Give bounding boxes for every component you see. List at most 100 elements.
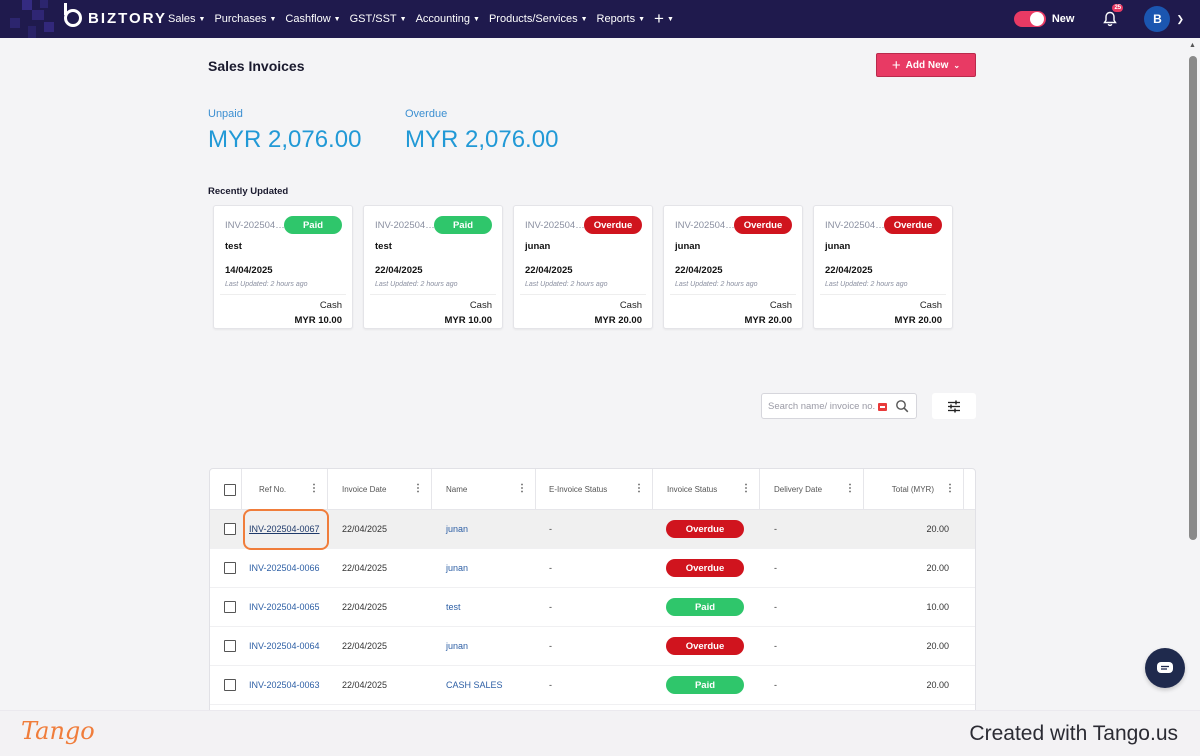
customer-link[interactable]: junan (446, 563, 469, 573)
card-ref: INV-202504-0065 (375, 220, 437, 231)
plus-icon: + (891, 56, 901, 74)
card-updated: Last Updated: 2 hours ago (375, 281, 458, 288)
column-menu-icon[interactable]: ⋮ (517, 483, 527, 494)
menu-sales[interactable]: Sales ▼ (168, 13, 205, 25)
overdue-label: Overdue (405, 108, 448, 120)
notifications-button[interactable]: 25 (1102, 4, 1124, 27)
menu-reports[interactable]: Reports ▼ (597, 13, 645, 25)
chat-icon (1157, 662, 1173, 673)
brand-logo[interactable]: BIZTORY (64, 3, 167, 27)
column-header-delivery-date[interactable]: Delivery Date ⋮ (760, 469, 864, 510)
column-header-invoice-status[interactable]: Invoice Status ⋮ (653, 469, 760, 510)
ref-link[interactable]: INV-202504-0063 (249, 680, 320, 690)
card-customer: junan (825, 241, 851, 252)
ref-link[interactable]: INV-202504-0066 (249, 563, 320, 573)
status-badge: Overdue (666, 520, 744, 538)
menu-label: Accounting (415, 13, 471, 25)
avatar[interactable]: B (1144, 6, 1171, 32)
search-icon[interactable] (895, 399, 909, 413)
search-input[interactable] (768, 399, 878, 414)
invoice-date: 22/04/2025 (342, 602, 388, 612)
table-row[interactable]: INV-202504-0066 22/04/2025 junan - Overd… (210, 549, 975, 588)
chevron-down-icon: ▼ (580, 15, 588, 23)
column-header-invoice-date[interactable]: Invoice Date ⋮ (328, 469, 432, 510)
customer-link[interactable]: junan (446, 641, 469, 651)
customer-link[interactable]: junan (446, 524, 469, 534)
scrollbar-thumb[interactable] (1189, 56, 1197, 540)
ref-link[interactable]: INV-202504-0065 (249, 602, 320, 612)
row-checkbox[interactable] (224, 679, 236, 691)
table-row[interactable]: INV-202504-0065 22/04/2025 test - Paid -… (210, 588, 975, 627)
table-row[interactable]: INV-202504-0067 22/04/2025 junan - Overd… (210, 509, 975, 550)
column-header-total[interactable]: Total (MYR) ⋮ (864, 469, 964, 510)
recent-invoice-card[interactable]: INV-202504-0067 Overdue junan 22/04/2025… (513, 205, 653, 329)
row-checkbox[interactable] (224, 523, 236, 535)
unpaid-value: MYR 2,076.00 (208, 126, 362, 153)
menu-products-services[interactable]: Products/Services ▼ (489, 13, 588, 25)
customer-link[interactable]: test (446, 602, 461, 612)
menu-quick-add[interactable]: + ▼ (654, 9, 674, 29)
clear-icon[interactable] (878, 403, 887, 411)
delivery-date: - (774, 641, 777, 651)
recent-invoice-card[interactable]: INV-202504-0065 Paid test 14/04/2025 Las… (213, 205, 353, 329)
column-header-name[interactable]: Name ⋮ (432, 469, 536, 510)
chat-support-button[interactable] (1145, 648, 1185, 688)
column-header-einvoice-status[interactable]: E-Invoice Status ⋮ (536, 469, 653, 510)
column-label: Name (446, 485, 468, 494)
chevron-down-icon: ▼ (473, 15, 480, 23)
menu-cashflow[interactable]: Cashflow ▼ (285, 13, 340, 25)
menu-gst-sst[interactable]: GST/SST ▼ (350, 13, 407, 25)
menu-label: Products/Services (488, 13, 578, 25)
delivery-date: - (774, 602, 777, 612)
customer-link[interactable]: CASH SALES (446, 680, 503, 690)
invoice-table: Ref No. ⋮ Invoice Date ⋮ Name ⋮ E-Invoice S… (209, 468, 976, 720)
menu-label: Reports (596, 13, 636, 25)
column-menu-icon[interactable]: ⋮ (741, 483, 751, 494)
column-menu-icon[interactable]: ⋮ (413, 483, 423, 494)
page-scrollbar[interactable]: ▲ (1186, 38, 1200, 710)
einvoice-status: - (549, 641, 552, 651)
ref-link[interactable]: INV-202504-0064 (249, 641, 320, 651)
recent-invoice-card[interactable]: INV-202504-0064 Overdue junan 22/04/2025… (813, 205, 953, 329)
menu-accounting[interactable]: Accounting ▼ (416, 13, 480, 25)
filter-button[interactable] (932, 393, 976, 419)
card-date: 14/04/2025 (225, 265, 273, 276)
add-new-label: Add New (905, 59, 949, 71)
select-all-checkbox[interactable] (224, 484, 236, 496)
column-menu-icon[interactable]: ⋮ (845, 483, 855, 494)
row-checkbox[interactable] (224, 640, 236, 652)
menu-purchases[interactable]: Purchases ▼ (214, 13, 276, 25)
scroll-up-icon[interactable]: ▲ (1189, 42, 1196, 49)
row-checkbox[interactable] (224, 601, 236, 613)
ref-link[interactable]: INV-202504-0067 (249, 524, 320, 534)
sliders-icon (948, 400, 960, 412)
column-menu-icon[interactable]: ⋮ (945, 483, 955, 494)
recent-invoice-card[interactable]: INV-202504-0066 Overdue junan 22/04/2025… (663, 205, 803, 329)
status-badge: Paid (434, 216, 492, 234)
card-amount: MYR 20.00 (894, 315, 942, 326)
column-header-ref[interactable]: Ref No. ⋮ (242, 469, 328, 510)
card-updated: Last Updated: 2 hours ago (675, 281, 758, 288)
divider (820, 294, 946, 295)
table-row[interactable]: INV-202504-0064 22/04/2025 junan - Overd… (210, 627, 975, 666)
divider (520, 294, 646, 295)
card-amount: MYR 20.00 (744, 315, 792, 326)
column-menu-icon[interactable]: ⋮ (634, 483, 644, 494)
row-checkbox[interactable] (224, 562, 236, 574)
column-menu-icon[interactable]: ⋮ (309, 483, 319, 494)
card-updated: Last Updated: 2 hours ago (225, 281, 308, 288)
chevron-down-icon: ▼ (666, 15, 674, 23)
top-navbar: BIZTORY Sales ▼ Purchases ▼ Cashflow ▼ GST/… (0, 0, 1200, 38)
card-customer: test (225, 241, 242, 252)
recent-invoice-card[interactable]: INV-202504-0065 Paid test 22/04/2025 Las… (363, 205, 503, 329)
card-ref: INV-202504-0067 (525, 220, 587, 231)
chevron-down-icon: ▼ (198, 15, 206, 23)
toggle-knob (1029, 12, 1044, 26)
new-ui-toggle[interactable] (1013, 11, 1046, 27)
total-amount: 20.00 (926, 641, 949, 651)
new-ui-label: New (1051, 13, 1075, 25)
add-new-button[interactable]: + Add New ⌄ (876, 53, 976, 77)
chevron-down-icon[interactable]: ❯ (1176, 13, 1184, 24)
table-row[interactable]: INV-202504-0063 22/04/2025 CASH SALES - … (210, 666, 975, 705)
menu-label: Purchases (214, 13, 267, 25)
